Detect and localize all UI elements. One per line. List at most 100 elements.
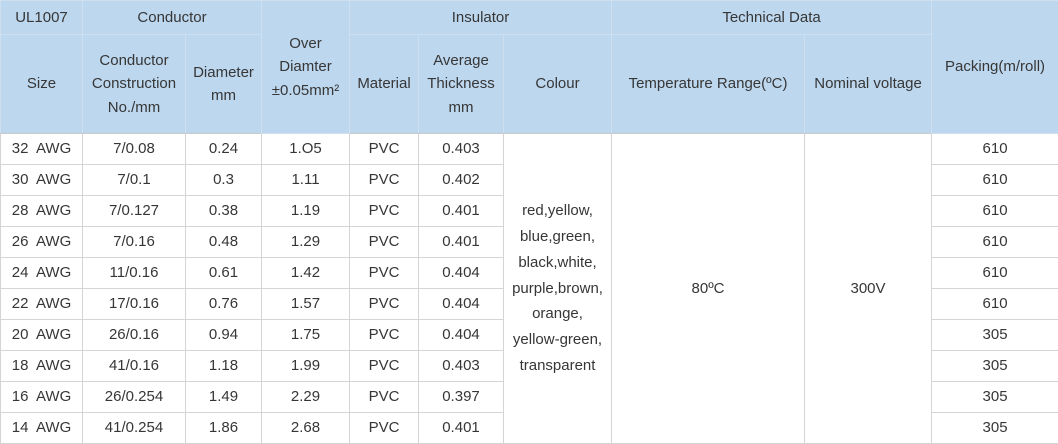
cell-construction: 11/0.16	[83, 258, 186, 289]
header-thickness-line1: Average	[421, 49, 501, 72]
cell-thickness: 0.401	[419, 227, 504, 258]
cell-over-diameter: 1.11	[262, 165, 350, 196]
header-nominal-voltage: Nominal voltage	[805, 35, 932, 134]
cell-packing: 305	[932, 351, 1058, 382]
colour-line: transparent	[506, 353, 609, 379]
cell-material: PVC	[350, 258, 419, 289]
header-colour: Colour	[504, 35, 612, 134]
cell-packing: 610	[932, 134, 1058, 165]
table-row: 32 AWG 7/0.08 0.24 1.O5 PVC 0.403 red,ye…	[1, 134, 1058, 165]
cell-packing: 610	[932, 258, 1058, 289]
cell-temperature-merged: 80ºC	[612, 134, 805, 444]
colour-line: yellow-green,	[506, 327, 609, 353]
header-group-technical-data: Technical Data	[612, 1, 932, 35]
cell-packing: 610	[932, 227, 1058, 258]
cell-thickness: 0.404	[419, 258, 504, 289]
cell-size: 14 AWG	[1, 413, 83, 444]
cell-size: 26 AWG	[1, 227, 83, 258]
cell-thickness: 0.403	[419, 351, 504, 382]
header-ul1007: UL1007	[1, 1, 83, 35]
cell-size: 24 AWG	[1, 258, 83, 289]
cell-thickness: 0.402	[419, 165, 504, 196]
cell-diameter: 0.24	[186, 134, 262, 165]
cell-material: PVC	[350, 351, 419, 382]
cell-construction: 7/0.127	[83, 196, 186, 227]
cell-over-diameter: 1.99	[262, 351, 350, 382]
header-group-insulator: Insulator	[350, 1, 612, 35]
header-over-line3: ±0.05mm²	[264, 79, 347, 102]
cell-size: 28 AWG	[1, 196, 83, 227]
header-over-line1: Over	[264, 32, 347, 55]
header-construction-line3: No./mm	[85, 96, 183, 119]
cell-packing: 610	[932, 165, 1058, 196]
header-packing: Packing(m/roll)	[932, 1, 1058, 134]
cell-diameter: 0.61	[186, 258, 262, 289]
colour-line: black,white,	[506, 250, 609, 276]
header-temperature-range: Temperature Range(ºC)	[612, 35, 805, 134]
cell-over-diameter: 1.75	[262, 320, 350, 351]
cell-material: PVC	[350, 289, 419, 320]
cell-construction: 17/0.16	[83, 289, 186, 320]
cell-thickness: 0.403	[419, 134, 504, 165]
header-thickness-line2: Thickness	[421, 72, 501, 95]
cell-diameter: 0.38	[186, 196, 262, 227]
cell-diameter: 1.49	[186, 382, 262, 413]
cell-material: PVC	[350, 196, 419, 227]
cell-construction: 26/0.16	[83, 320, 186, 351]
cell-voltage-merged: 300V	[805, 134, 932, 444]
header-construction-line2: Construction	[85, 72, 183, 95]
header-over-diameter: Over Diamter ±0.05mm²	[262, 1, 350, 134]
cell-thickness: 0.401	[419, 413, 504, 444]
header-diameter-line1: Diameter	[188, 61, 259, 84]
cell-construction: 26/0.254	[83, 382, 186, 413]
cell-construction: 41/0.254	[83, 413, 186, 444]
cell-diameter: 0.76	[186, 289, 262, 320]
cell-material: PVC	[350, 382, 419, 413]
cell-over-diameter: 1.42	[262, 258, 350, 289]
cell-over-diameter: 1.19	[262, 196, 350, 227]
colour-line: red,yellow,	[506, 198, 609, 224]
cell-construction: 41/0.16	[83, 351, 186, 382]
cell-packing: 610	[932, 196, 1058, 227]
header-material: Material	[350, 35, 419, 134]
header-diameter-line2: mm	[188, 84, 259, 107]
colour-line: blue,green,	[506, 224, 609, 250]
header-thickness: Average Thickness mm	[419, 35, 504, 134]
cell-size: 30 AWG	[1, 165, 83, 196]
cell-packing: 305	[932, 382, 1058, 413]
cell-thickness: 0.404	[419, 320, 504, 351]
cell-diameter: 1.86	[186, 413, 262, 444]
cell-diameter: 0.48	[186, 227, 262, 258]
cell-over-diameter: 1.29	[262, 227, 350, 258]
cell-construction: 7/0.16	[83, 227, 186, 258]
header-size: Size	[1, 35, 83, 134]
cell-material: PVC	[350, 413, 419, 444]
colour-line: orange,	[506, 301, 609, 327]
cell-size: 32 AWG	[1, 134, 83, 165]
cell-thickness: 0.401	[419, 196, 504, 227]
header-construction: Conductor Construction No./mm	[83, 35, 186, 134]
cell-size: 18 AWG	[1, 351, 83, 382]
colour-line: purple,brown,	[506, 276, 609, 302]
header-construction-line1: Conductor	[85, 49, 183, 72]
cell-construction: 7/0.08	[83, 134, 186, 165]
cell-packing: 305	[932, 320, 1058, 351]
cell-thickness: 0.397	[419, 382, 504, 413]
cell-over-diameter: 2.68	[262, 413, 350, 444]
table-header: UL1007 Conductor Over Diamter ±0.05mm² I…	[1, 1, 1058, 134]
header-thickness-line3: mm	[421, 96, 501, 119]
cell-material: PVC	[350, 134, 419, 165]
cell-colour-merged: red,yellow, blue,green, black,white, pur…	[504, 134, 612, 444]
header-diameter: Diameter mm	[186, 35, 262, 134]
cell-packing: 305	[932, 413, 1058, 444]
cell-size: 16 AWG	[1, 382, 83, 413]
cell-material: PVC	[350, 165, 419, 196]
cell-thickness: 0.404	[419, 289, 504, 320]
cell-diameter: 1.18	[186, 351, 262, 382]
cell-size: 22 AWG	[1, 289, 83, 320]
cell-packing: 610	[932, 289, 1058, 320]
cell-over-diameter: 1.57	[262, 289, 350, 320]
cell-over-diameter: 2.29	[262, 382, 350, 413]
header-over-line2: Diamter	[264, 55, 347, 78]
